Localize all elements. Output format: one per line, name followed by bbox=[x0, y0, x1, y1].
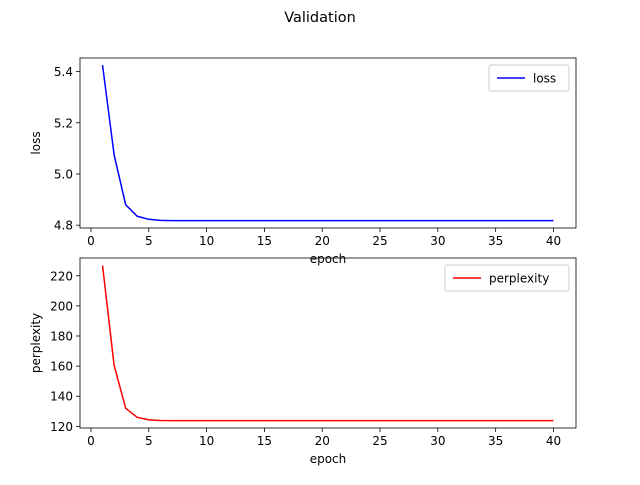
panel1-axes: 0 5 10 15 20 25 30 35 40 4.8 5.0 5.2 5.4 epoch loss los… bbox=[29, 58, 576, 266]
panel2-x-tick-label: 20 bbox=[315, 434, 330, 448]
panel2-x-tick-label: 40 bbox=[546, 434, 561, 448]
panel2-legend: perplexity bbox=[445, 265, 569, 291]
panel1-legend: loss bbox=[489, 65, 569, 91]
panel2-x-tick-label: 0 bbox=[87, 434, 95, 448]
panel1-x-tick-label: 25 bbox=[372, 234, 387, 248]
panel2-y-tick-label: 120 bbox=[50, 420, 73, 434]
panel1-x-tick-label: 0 bbox=[87, 234, 95, 248]
panel2-x-axis-label: epoch bbox=[310, 452, 347, 466]
panel1-x-tick-label: 20 bbox=[315, 234, 330, 248]
panel1-x-tick-label: 10 bbox=[199, 234, 214, 248]
panel1-y-tick-label: 5.4 bbox=[54, 65, 73, 79]
panel2-y-tick-label: 160 bbox=[50, 360, 73, 374]
panel1-series-line-loss bbox=[103, 65, 554, 220]
panel2-x-tick-label: 25 bbox=[372, 434, 387, 448]
panel2-x-tick-label: 35 bbox=[488, 434, 503, 448]
panel1-x-tick-label: 35 bbox=[488, 234, 503, 248]
panel2-y-tick-label: 140 bbox=[50, 390, 73, 404]
panel2-x-tick-label: 30 bbox=[430, 434, 445, 448]
panel1-legend-label: loss bbox=[533, 72, 556, 86]
panel2-y-axis-label: perplexity bbox=[29, 313, 43, 373]
panel1-y-tick-label: 5.2 bbox=[54, 116, 73, 130]
panel2-x-tick-label: 15 bbox=[257, 434, 272, 448]
panel1-y-tick-label: 4.8 bbox=[54, 219, 73, 233]
panel2-axes: 0 5 10 15 20 25 30 35 40 120 140 160 180 200 220 epoch p… bbox=[29, 258, 576, 466]
panel1-y-tick-label: 5.0 bbox=[54, 167, 73, 181]
panel2-y-tick-label: 220 bbox=[50, 269, 73, 283]
panel1-x-axis-label: epoch bbox=[310, 252, 347, 266]
panel1-x-tick-label: 30 bbox=[430, 234, 445, 248]
figure-title: Validation bbox=[284, 10, 356, 26]
panel2-y-tick-label: 180 bbox=[50, 329, 73, 343]
panel2-x-tick-label: 10 bbox=[199, 434, 214, 448]
panel2-y-tick-label: 200 bbox=[50, 299, 73, 313]
panel1-y-axis-label: loss bbox=[29, 131, 43, 154]
panel1-x-tick-label: 40 bbox=[546, 234, 561, 248]
panel2-legend-label: perplexity bbox=[489, 272, 549, 286]
panel2-x-tick-label: 5 bbox=[145, 434, 153, 448]
panel1-x-tick-label: 5 bbox=[145, 234, 153, 248]
panel1-x-tick-label: 15 bbox=[257, 234, 272, 248]
